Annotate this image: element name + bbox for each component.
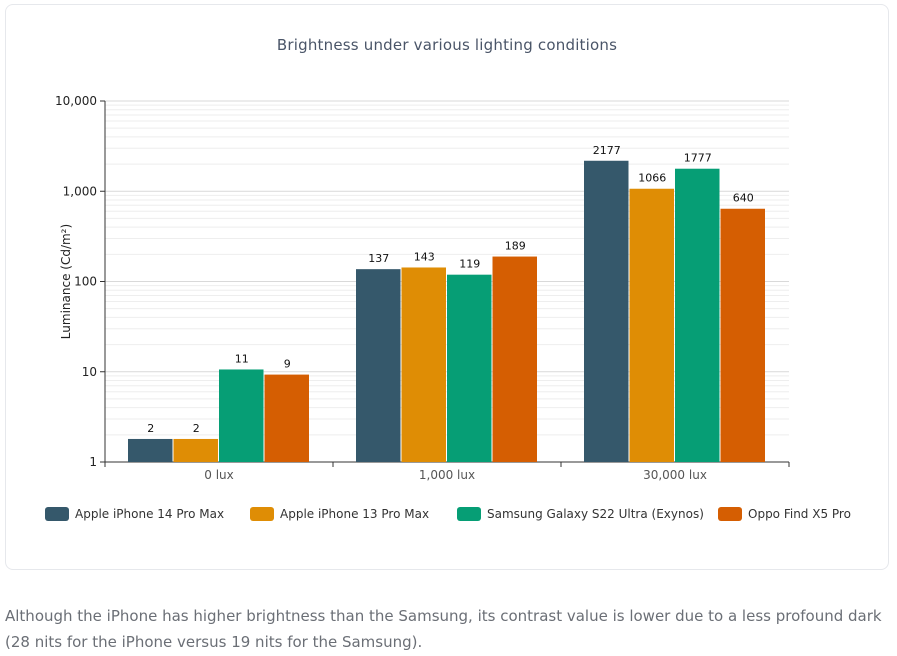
x-tick-label: 0 lux: [204, 468, 234, 482]
bar: [173, 438, 218, 462]
bar-value-label: 137: [368, 252, 389, 265]
y-tick-label: 10,000: [55, 94, 97, 108]
legend-label-2: Samsung Galaxy S22 Ultra (Exynos): [487, 507, 704, 521]
legend-item-0[interactable]: Apple iPhone 14 Pro Max: [45, 503, 224, 525]
legend-swatch-3: [718, 507, 742, 521]
x-tick-label: 1,000 lux: [419, 468, 475, 482]
bar: [492, 256, 537, 462]
bar: [584, 160, 629, 462]
legend-item-1[interactable]: Apple iPhone 13 Pro Max: [250, 503, 429, 525]
bar: [128, 438, 173, 462]
legend-label-1: Apple iPhone 13 Pro Max: [280, 507, 430, 521]
legend-swatch-1: [250, 507, 274, 521]
bar: [675, 168, 720, 463]
bar: [720, 208, 765, 462]
bar-value-label: 1777: [684, 152, 712, 165]
bar-value-label: 9: [284, 358, 291, 371]
y-tick-label: 1,000: [63, 184, 97, 198]
legend-label-3: Oppo Find X5 Pro: [748, 507, 851, 521]
y-tick-label: 1: [89, 455, 97, 469]
bar: [629, 188, 674, 462]
y-axis-label: Luminance (Cd/m²): [59, 224, 73, 339]
bar-value-label: 2177: [593, 144, 621, 157]
bar-value-label: 143: [414, 250, 435, 263]
legend-swatch-0: [45, 507, 69, 521]
bar-value-label: 2: [193, 422, 200, 435]
caption-text: Although the iPhone has higher brightnes…: [5, 607, 882, 651]
bar: [401, 267, 446, 462]
bar-value-label: 640: [733, 192, 754, 205]
bar-value-label: 11: [235, 352, 249, 365]
bar-value-label: 189: [505, 240, 526, 253]
bar-value-label: 2: [147, 422, 154, 435]
bar: [447, 274, 492, 462]
chart-legend: Apple iPhone 14 Pro Max Apple iPhone 13 …: [0, 503, 897, 527]
legend-swatch-2: [457, 507, 481, 521]
bar: [219, 369, 264, 462]
y-tick-label: 10: [82, 365, 97, 379]
bar: [264, 374, 309, 462]
chart-title: Brightness under various lighting condit…: [276, 36, 618, 54]
legend-label-0: Apple iPhone 14 Pro Max: [75, 507, 225, 521]
legend-item-3[interactable]: Oppo Find X5 Pro: [718, 503, 851, 525]
x-tick-label: 30,000 lux: [643, 468, 707, 482]
bar: [356, 269, 401, 462]
legend-item-2[interactable]: Samsung Galaxy S22 Ultra (Exynos): [457, 503, 704, 525]
bar-value-label: 1066: [638, 172, 666, 185]
y-tick-label: 100: [74, 275, 97, 289]
bar-value-label: 119: [459, 258, 480, 271]
